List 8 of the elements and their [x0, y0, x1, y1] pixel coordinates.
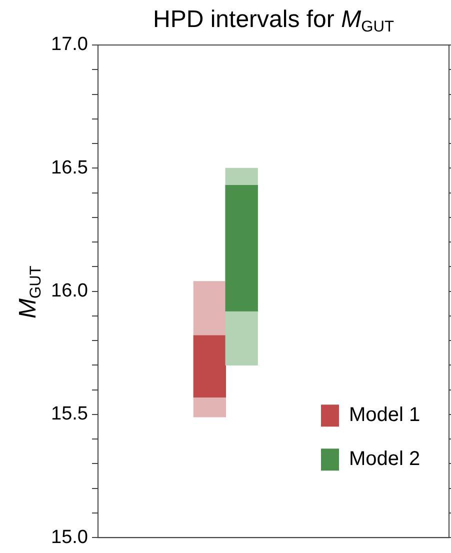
chart-title: HPD intervals for M$_{GUT}$ [152, 6, 395, 37]
y-tick-label: 16.0 [51, 280, 88, 302]
legend-label: Model 1 [349, 404, 420, 426]
legend-label: Model 2 [349, 448, 420, 470]
y-tick-label: 15.5 [51, 404, 88, 425]
y-tick-label: 15.0 [51, 526, 88, 548]
y-tick-label: 17.0 [51, 34, 88, 56]
y-tick-label: 16.5 [51, 157, 88, 178]
